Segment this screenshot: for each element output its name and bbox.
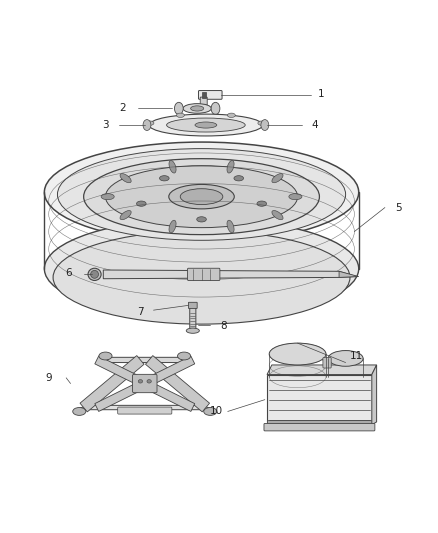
Ellipse shape bbox=[44, 219, 359, 319]
Ellipse shape bbox=[183, 103, 212, 113]
Text: 5: 5 bbox=[395, 203, 401, 213]
Polygon shape bbox=[267, 365, 377, 375]
Ellipse shape bbox=[186, 328, 199, 333]
Polygon shape bbox=[267, 419, 372, 425]
Ellipse shape bbox=[195, 122, 217, 128]
Polygon shape bbox=[202, 92, 206, 98]
Text: 3: 3 bbox=[102, 119, 109, 130]
Ellipse shape bbox=[169, 184, 234, 209]
Ellipse shape bbox=[257, 201, 267, 206]
Ellipse shape bbox=[227, 160, 234, 173]
Ellipse shape bbox=[91, 270, 99, 278]
Text: 10: 10 bbox=[210, 407, 223, 416]
Text: 2: 2 bbox=[120, 103, 126, 114]
Text: 7: 7 bbox=[137, 308, 144, 317]
FancyBboxPatch shape bbox=[264, 423, 375, 431]
Ellipse shape bbox=[166, 118, 245, 132]
Ellipse shape bbox=[177, 352, 191, 360]
Ellipse shape bbox=[99, 352, 112, 360]
Text: 8: 8 bbox=[220, 321, 227, 332]
Ellipse shape bbox=[169, 160, 176, 173]
Ellipse shape bbox=[174, 102, 183, 115]
Polygon shape bbox=[75, 405, 215, 410]
Ellipse shape bbox=[73, 408, 86, 415]
Ellipse shape bbox=[269, 343, 326, 365]
Ellipse shape bbox=[120, 174, 131, 183]
Polygon shape bbox=[145, 356, 209, 412]
Ellipse shape bbox=[234, 176, 244, 181]
Text: 9: 9 bbox=[46, 373, 52, 383]
Polygon shape bbox=[95, 356, 195, 411]
Ellipse shape bbox=[106, 166, 297, 228]
Ellipse shape bbox=[84, 159, 319, 235]
Ellipse shape bbox=[169, 220, 176, 233]
Ellipse shape bbox=[88, 268, 101, 280]
Polygon shape bbox=[372, 365, 377, 425]
Polygon shape bbox=[106, 357, 184, 362]
Ellipse shape bbox=[204, 408, 217, 415]
Polygon shape bbox=[339, 271, 359, 277]
FancyBboxPatch shape bbox=[118, 407, 172, 414]
Ellipse shape bbox=[328, 351, 363, 366]
Ellipse shape bbox=[53, 231, 350, 324]
Polygon shape bbox=[267, 375, 372, 425]
Ellipse shape bbox=[120, 211, 131, 220]
Ellipse shape bbox=[180, 189, 223, 205]
Ellipse shape bbox=[159, 176, 169, 181]
Ellipse shape bbox=[272, 174, 283, 183]
Ellipse shape bbox=[261, 119, 269, 131]
Ellipse shape bbox=[289, 193, 302, 200]
Ellipse shape bbox=[227, 113, 235, 117]
Ellipse shape bbox=[272, 211, 283, 220]
Polygon shape bbox=[103, 270, 357, 279]
Text: 1: 1 bbox=[318, 89, 325, 99]
Ellipse shape bbox=[191, 106, 204, 111]
Ellipse shape bbox=[143, 119, 151, 131]
Ellipse shape bbox=[227, 220, 234, 233]
Ellipse shape bbox=[149, 114, 263, 136]
Ellipse shape bbox=[146, 121, 154, 125]
Ellipse shape bbox=[57, 149, 346, 240]
Text: 4: 4 bbox=[312, 119, 318, 130]
Ellipse shape bbox=[258, 121, 266, 125]
Ellipse shape bbox=[211, 102, 220, 115]
Ellipse shape bbox=[44, 142, 359, 243]
Text: 6: 6 bbox=[65, 268, 72, 278]
FancyBboxPatch shape bbox=[200, 97, 207, 105]
Text: 11: 11 bbox=[350, 351, 363, 361]
FancyBboxPatch shape bbox=[323, 358, 331, 368]
FancyBboxPatch shape bbox=[187, 268, 220, 280]
FancyBboxPatch shape bbox=[190, 303, 196, 328]
Ellipse shape bbox=[137, 201, 146, 206]
Ellipse shape bbox=[101, 193, 114, 200]
Polygon shape bbox=[95, 356, 195, 411]
Polygon shape bbox=[80, 356, 144, 412]
Ellipse shape bbox=[138, 379, 143, 383]
Ellipse shape bbox=[147, 379, 151, 383]
FancyBboxPatch shape bbox=[188, 302, 197, 309]
FancyBboxPatch shape bbox=[133, 374, 157, 393]
Ellipse shape bbox=[197, 217, 206, 222]
FancyBboxPatch shape bbox=[198, 91, 222, 99]
Ellipse shape bbox=[177, 113, 184, 117]
